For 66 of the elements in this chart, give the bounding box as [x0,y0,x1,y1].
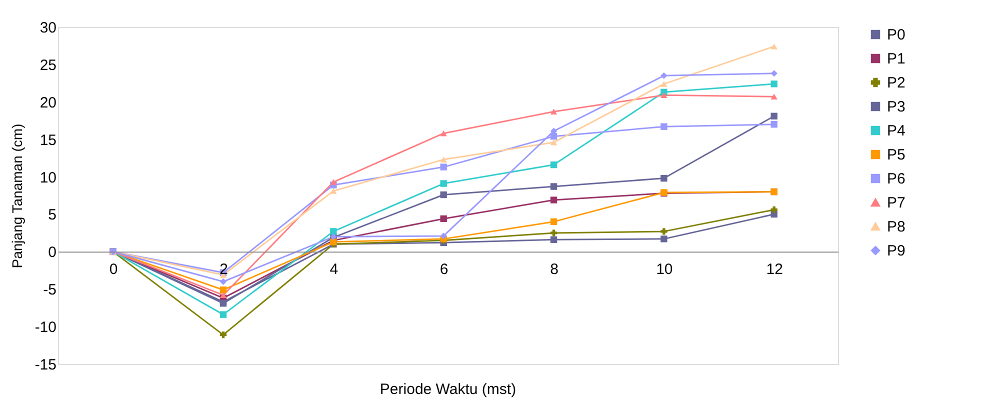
point [660,174,668,182]
point [660,92,668,98]
y-tick-label: 30 [40,20,56,36]
point [660,228,668,235]
point [440,156,447,162]
x-tick-label: 10 [656,261,673,278]
point [770,121,778,128]
x-axis-title: Periode Waktu (mst) [380,381,516,398]
point [660,81,668,87]
x-tick-label: 6 [440,261,448,278]
point [770,80,778,88]
legend-label: P4 [887,122,906,140]
point [660,123,668,130]
point [770,206,778,214]
point [770,112,778,120]
y-tick-label: 10 [40,169,56,186]
point [660,72,668,80]
point [550,108,558,115]
point [440,164,447,170]
x-tick-label: 12 [766,261,783,278]
y-tick-label: 5 [48,206,56,224]
point [220,311,227,318]
legend-label: P7 [887,194,906,212]
point [770,70,778,77]
y-tick-label: -15 [34,356,56,374]
legend-label: P6 [887,170,906,188]
point [550,139,558,146]
point [330,228,337,235]
legend-label: P2 [887,74,906,92]
legend-label: P3 [887,98,906,116]
point [440,180,447,187]
x-tick-label: 2 [220,261,228,278]
y-tick-label: -5 [43,282,56,299]
legend-label: P5 [887,146,906,164]
y-tick-label: 0 [48,244,56,262]
point [440,191,447,198]
point [440,215,447,222]
legend-label: P9 [887,242,906,260]
point [550,161,558,168]
x-tick-label: 8 [550,261,558,278]
legend-label: P0 [887,26,906,44]
point [550,196,558,204]
y-tick-label: 25 [40,56,56,74]
point [550,218,558,226]
x-tick-label: 4 [330,261,338,278]
point [660,236,668,242]
y-axis-title: Panjang Tanaman (cm) [8,124,25,268]
point [550,236,558,244]
point [330,188,337,194]
y-tick-label: 15 [40,132,56,149]
point [440,232,447,240]
point [220,286,227,294]
point [220,331,227,338]
legend-label: P8 [887,218,906,236]
point [220,292,227,298]
point [770,94,778,100]
point [330,179,337,185]
point [440,130,447,136]
legend-label: P1 [887,50,906,68]
y-tick-label: -10 [34,319,56,336]
point [550,183,558,190]
point [550,230,558,236]
x-tick-label: 0 [109,261,118,278]
point [770,44,778,50]
y-tick-label: 20 [40,94,56,112]
point [220,278,227,285]
